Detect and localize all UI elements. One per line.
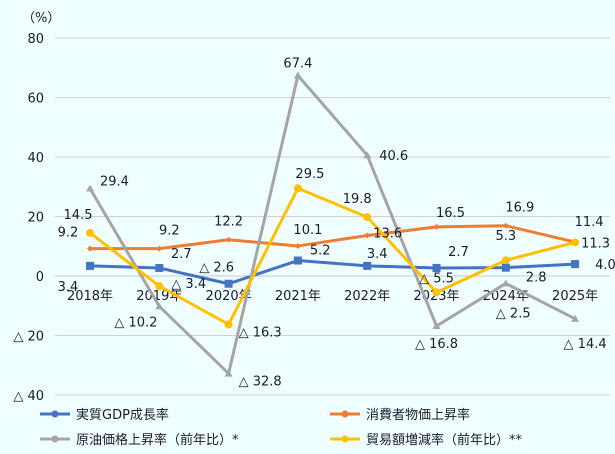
data-point [363,151,372,159]
legend-swatch-trade [330,432,360,446]
series-line-1 [90,224,576,251]
legend-label: 原油価格上昇率（前年比）* [76,433,239,448]
data-label: 2.8 [526,271,547,286]
data-label: 19.8 [343,192,372,207]
data-point [501,279,510,287]
data-point [86,184,94,192]
data-label: 5.3 [495,229,516,244]
data-point [502,222,509,229]
y-tick-label: 0 [36,270,44,285]
data-point [224,279,233,288]
data-point [293,71,302,79]
legend-swatch-gdp [40,407,70,421]
data-point [155,302,164,310]
series-line-3 [89,186,576,326]
legend-item-gdp: 実質GDP成長率 [40,404,330,423]
data-label: △ 16.8 [415,337,458,352]
legend: 実質GDP成長率 消費者物価上昇率 原油価格上昇率（前年比）* 貿易額増減率（前… [40,404,610,448]
data-label: 9.2 [159,224,180,239]
y-tick-label: 80 [27,32,44,47]
data-point [571,314,580,322]
data-point [433,223,440,230]
y-tick-label: 60 [27,92,44,107]
data-label: 29.5 [295,167,324,182]
data-point [87,245,93,252]
data-label: 3.4 [58,280,79,295]
data-label: 11.4 [575,215,604,230]
data-point [432,288,441,297]
data-label: △ 2.6 [199,261,234,276]
series-line-2 [88,73,576,376]
data-label: 67.4 [283,56,312,71]
data-point [155,282,164,291]
data-point [293,256,302,265]
data-label: 12.2 [214,215,243,230]
data-label: △ 16.3 [239,325,282,340]
data-point [432,263,441,272]
data-point [86,228,94,237]
data-label: 2.7 [448,245,469,260]
data-label: △ 5.5 [419,271,454,286]
data-point [363,261,372,270]
data-point [224,320,233,329]
legend-item-cpi: 消費者物価上昇率 [330,404,610,423]
data-point [224,369,233,377]
legend-label: 消費者物価上昇率 [366,408,471,423]
data-point [294,242,301,249]
data-label: 11.3 [581,236,610,251]
data-label: 4.0 [595,258,615,273]
data-label: 9.2 [58,226,79,241]
data-label: 29.4 [100,175,129,190]
data-label: △ 32.8 [239,375,282,390]
data-point [363,213,372,222]
x-tick-label: 2022年 [344,289,390,304]
legend-swatch-oil [40,432,70,446]
data-label: △ 3.4 [171,277,206,292]
data-point [155,263,164,272]
data-label: △ 14.4 [564,337,607,352]
y-tick-label: 40 [27,151,44,166]
data-point [86,261,94,270]
data-label: 16.5 [436,206,465,221]
data-point [225,236,232,243]
data-point [501,256,510,265]
legend-item-trade: 貿易額増減率（前年比）** [330,429,610,448]
data-label: 5.2 [310,244,331,259]
y-tick-label: △ 40 [13,389,44,404]
data-point [571,260,580,269]
x-tick-label: 2018年 [67,289,113,304]
legend-item-oil: 原油価格上昇率（前年比）* [40,429,330,448]
data-point [571,238,580,247]
data-label: 16.9 [505,201,534,216]
data-label: 14.5 [64,208,93,223]
data-label: △ 2.5 [496,306,531,321]
x-tick-label: 2025年 [552,289,598,304]
y-unit-label: （%） [22,11,60,26]
data-label: 3.4 [367,247,388,262]
data-label: 2.7 [171,247,192,262]
data-point [364,232,371,239]
y-tick-label: △ 20 [13,330,44,345]
data-point [293,184,302,193]
data-point [156,245,163,252]
data-label: △ 10.2 [114,315,157,330]
data-label: 10.1 [293,223,322,238]
legend-swatch-cpi [330,407,360,421]
legend-label: 貿易額増減率（前年比）** [366,433,523,448]
y-tick-label: 20 [27,211,44,226]
x-tick-label: 2024年 [483,289,529,304]
series-line-0 [89,259,576,286]
data-point [501,263,510,272]
legend-label: 実質GDP成長率 [76,408,169,423]
data-point [432,321,441,329]
x-tick-label: 2021年 [275,289,321,304]
data-label: 40.6 [379,149,408,164]
data-label: 13.6 [373,227,402,242]
